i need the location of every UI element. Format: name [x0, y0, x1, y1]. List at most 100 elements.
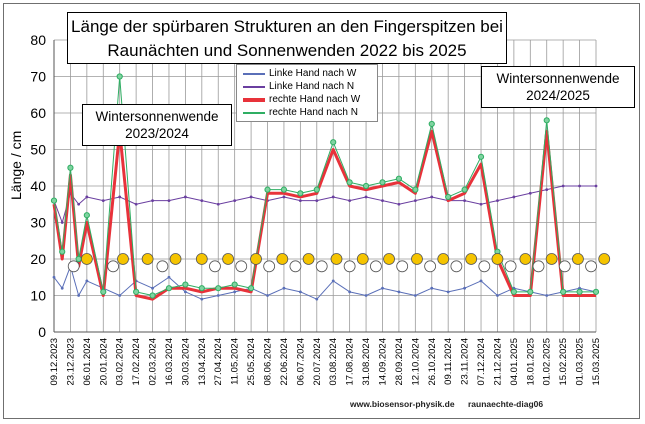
data-point [151, 199, 154, 203]
data-point [133, 288, 140, 295]
data-point [77, 202, 81, 206]
x-tick-label: 26.10.2024 [427, 338, 438, 386]
data-point [528, 191, 532, 195]
x-tick-label: 17.02.2024 [131, 338, 142, 386]
yellow-marker [222, 253, 234, 265]
data-point [512, 195, 516, 199]
data-point [381, 286, 384, 290]
yellow-marker [437, 253, 450, 265]
open-marker [532, 260, 545, 273]
series-line-2 [52, 129, 596, 301]
x-tick-label: 06.07.2024 [295, 338, 306, 386]
data-point [430, 195, 434, 199]
data-point [545, 188, 549, 192]
open-marker [156, 260, 169, 273]
data-point [330, 139, 337, 146]
data-point [165, 285, 173, 292]
data-point [85, 279, 89, 283]
data-point [282, 195, 286, 199]
data-point [479, 279, 483, 283]
x-tick-label: 13.04.2024 [197, 338, 208, 386]
x-tick-label: 20.07.2024 [312, 338, 323, 386]
data-point [75, 255, 82, 263]
data-point [118, 294, 122, 297]
x-tick-label: 25.05.2024 [246, 338, 257, 386]
legend-item-right-w: rechte Hand nach W [243, 93, 377, 106]
data-point [249, 195, 253, 199]
data-point [200, 199, 204, 203]
data-point [496, 294, 499, 297]
data-point [198, 285, 205, 292]
chart-title-line1: Länge der spürbaren Strukturen an den Fi… [71, 17, 503, 36]
x-tick-label: 03.02.2024 [115, 338, 126, 386]
data-point [215, 285, 222, 292]
x-tick-label: 04.01.2025 [509, 338, 520, 386]
data-point [496, 199, 499, 203]
y-axis-label: Länge / cm [8, 130, 24, 200]
legend-swatch-right-n [243, 112, 265, 114]
data-point [233, 290, 237, 294]
data-point [362, 182, 370, 190]
legend-label-left-w: Linke Hand nach W [269, 68, 357, 79]
x-tick-label: 01.02.2025 [542, 338, 553, 386]
legend-item-left-n: Linke Hand nach N [243, 80, 377, 93]
data-point [331, 279, 335, 283]
data-point [461, 186, 468, 193]
data-point [200, 297, 204, 301]
y-tick-label: 10 [30, 288, 46, 304]
data-point [134, 202, 138, 206]
yellow-marker [80, 253, 93, 265]
data-point [101, 199, 105, 203]
yellow-marker [383, 253, 395, 265]
x-tick-label: 21.12.2024 [492, 338, 503, 386]
data-point [280, 186, 288, 193]
footer-url: www.biosensor-physik.de [350, 399, 455, 409]
yellow-marker [141, 253, 154, 265]
data-point [298, 199, 302, 203]
data-point [52, 275, 56, 279]
x-tick-label: 15.03.2025 [591, 338, 602, 386]
annotation-left-line2: 2023/2024 [125, 126, 189, 141]
data-point [50, 197, 58, 204]
x-tick-label: 31.08.2024 [361, 338, 372, 386]
data-point [331, 195, 335, 199]
data-point [397, 290, 401, 294]
x-tick-label: 01.03.2025 [575, 338, 586, 386]
data-point [479, 202, 483, 206]
x-tick-label: 12.10.2024 [410, 338, 421, 386]
data-point [315, 297, 319, 301]
data-point [282, 286, 286, 290]
data-point [346, 179, 353, 186]
open-marker [209, 260, 221, 273]
data-point [348, 199, 352, 203]
open-marker [107, 260, 120, 273]
data-point [348, 290, 352, 294]
open-marker [235, 260, 248, 273]
yellow-marker [169, 253, 182, 265]
data-point [428, 120, 435, 128]
data-point [149, 292, 156, 299]
data-point [395, 175, 403, 182]
data-point [412, 186, 419, 193]
open-marker [450, 260, 463, 273]
x-tick-label: 15.02.2025 [558, 338, 569, 386]
data-point [264, 186, 271, 193]
chart-title-line2: Raunächten und Sonnenwenden 2022 bis 202… [107, 41, 467, 60]
data-point [379, 179, 386, 186]
data-point [83, 212, 90, 219]
x-tick-label: 27.04.2024 [213, 338, 224, 386]
y-tick-label: 0 [38, 324, 46, 340]
data-point [463, 286, 467, 290]
yellow-marker [330, 253, 343, 265]
yellow-marker [519, 253, 532, 265]
x-tick-label: 30.03.2024 [180, 338, 191, 386]
y-tick-label: 60 [30, 105, 46, 121]
data-point [545, 294, 549, 297]
data-point [592, 288, 600, 295]
data-point [430, 286, 434, 290]
data-point [247, 285, 255, 292]
data-point [167, 199, 171, 203]
x-tick-label: 22.06.2024 [279, 338, 290, 386]
data-point [313, 186, 320, 193]
legend-label-left-n: Linke Hand nach N [269, 81, 355, 92]
